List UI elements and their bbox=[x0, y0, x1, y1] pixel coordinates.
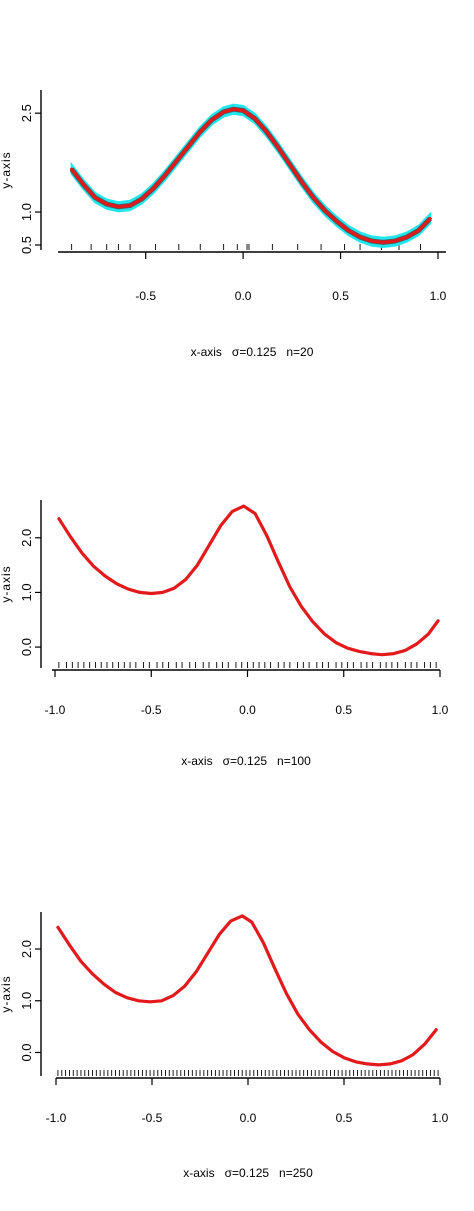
y-tick-label: 1.0 bbox=[19, 203, 34, 221]
x-axis-label: x-axis bbox=[181, 754, 212, 768]
y-axis-label: y-axis bbox=[0, 565, 13, 602]
x-tick-label: -0.5 bbox=[142, 1111, 163, 1125]
x-tick-label: 0.0 bbox=[239, 703, 256, 717]
x-axis-label: x-axis bbox=[183, 1166, 214, 1180]
y-axis-label: y-axis bbox=[0, 151, 13, 188]
fit-line bbox=[57, 504, 440, 657]
x-tick-label: 0.5 bbox=[336, 1111, 353, 1125]
n-label: n=20 bbox=[286, 345, 313, 359]
fit-line bbox=[70, 107, 432, 244]
n-label: n=250 bbox=[279, 1166, 313, 1180]
x-tick-label: 0.0 bbox=[235, 289, 252, 303]
sigma-label: σ=0.125 bbox=[223, 754, 268, 768]
fit-line-shadow bbox=[69, 106, 432, 245]
y-tick-label: 2.0 bbox=[19, 529, 34, 547]
confidence-band bbox=[70, 103, 432, 249]
n-label: n=100 bbox=[277, 754, 311, 768]
x-tick-label: 1.0 bbox=[432, 703, 449, 717]
sigma-label: σ=0.125 bbox=[225, 1166, 270, 1180]
chart-panel-2: 0.0 1.0 2.0 y-axis -1.0 -0.5 0.0 0.5 1.0 x-axis σ=… bbox=[0, 500, 449, 768]
x-axis-label: x-axis bbox=[191, 345, 222, 359]
x-tick-label: -1.0 bbox=[45, 703, 66, 717]
sigma-label: σ=0.125 bbox=[232, 345, 277, 359]
y-tick-label: 0.5 bbox=[19, 236, 34, 254]
fit-line bbox=[56, 914, 438, 1067]
x-tick-label: -0.5 bbox=[135, 289, 156, 303]
x-tick-label: 1.0 bbox=[432, 1111, 449, 1125]
x-tick-label: -0.5 bbox=[141, 703, 162, 717]
x-tick-label: -1.0 bbox=[46, 1111, 67, 1125]
x-axis-caption: x-axis σ=0.125 n=100 bbox=[181, 754, 311, 768]
y-tick-label: 1.0 bbox=[19, 583, 34, 601]
chart-panel-3: 0.0 1.0 2.0 y-axis -1.0 -0.5 0.0 0.5 1.0 x-axis σ=… bbox=[0, 912, 449, 1180]
x-axis-caption: x-axis σ=0.125 n=250 bbox=[183, 1166, 313, 1180]
y-tick-label: 2.0 bbox=[19, 940, 34, 958]
x-tick-label: 0.5 bbox=[335, 703, 352, 717]
chart-panel-1: 0.5 1.0 2.5 y-axis -0.5 0.0 0.5 1.0 x-axis σ=0.12… bbox=[0, 90, 447, 359]
x-tick-label: 0.0 bbox=[240, 1111, 257, 1125]
y-tick-label: 1.0 bbox=[19, 992, 34, 1010]
y-axis-label: y-axis bbox=[0, 975, 13, 1012]
y-tick-label: 0.0 bbox=[19, 1043, 34, 1061]
y-tick-label: 0.0 bbox=[19, 638, 34, 656]
x-axis-caption: x-axis σ=0.125 n=20 bbox=[191, 345, 314, 359]
y-tick-label: 2.5 bbox=[19, 104, 34, 122]
x-tick-label: 1.0 bbox=[430, 289, 447, 303]
x-tick-label: 0.5 bbox=[332, 289, 349, 303]
